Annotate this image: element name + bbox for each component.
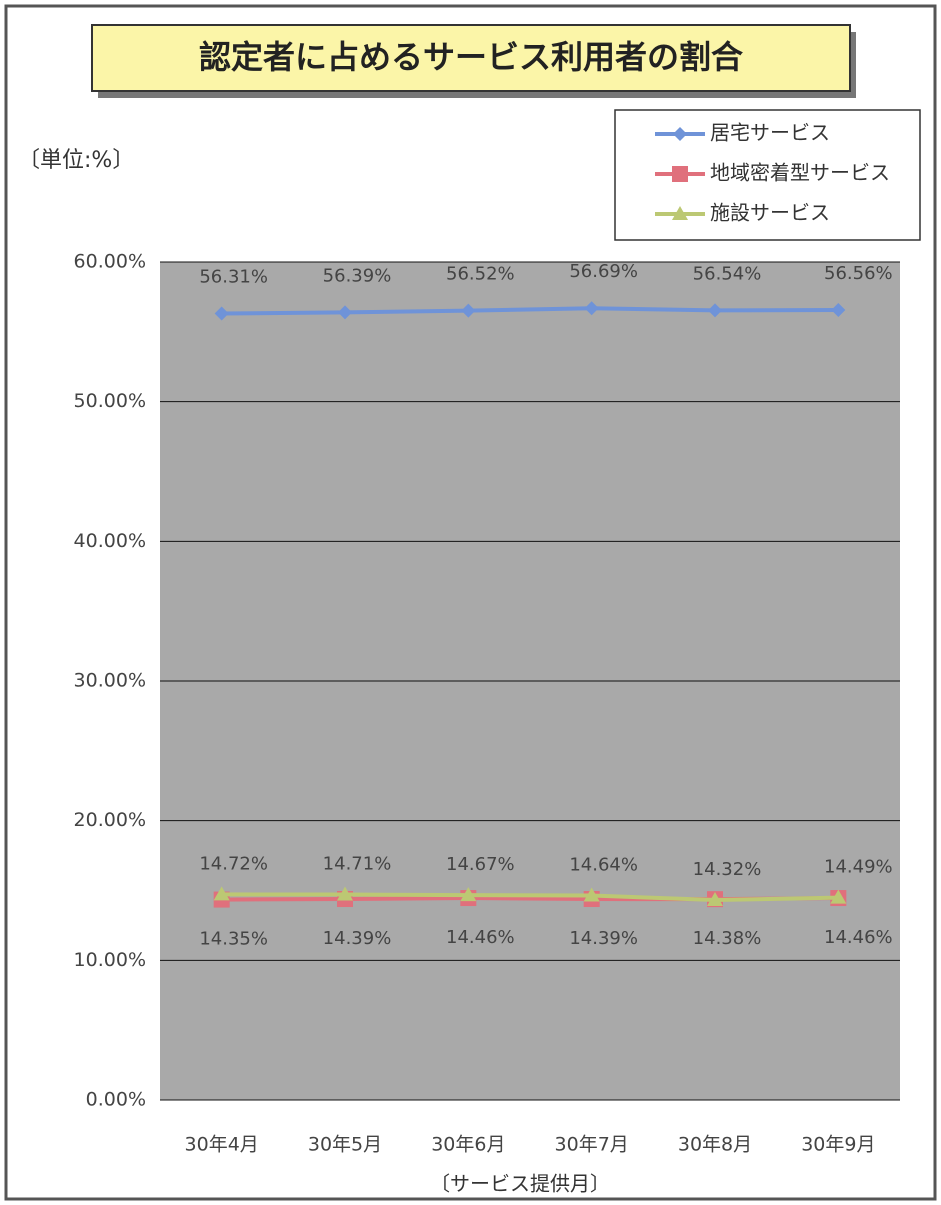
x-axis-title: 〔サービス提供月〕 [430,1172,610,1196]
title-box [91,24,851,92]
value-label: 14.72% [199,853,268,874]
marker [214,306,229,321]
value-label: 56.52% [446,264,515,285]
value-label: 14.38% [693,928,762,949]
value-label: 14.32% [693,859,762,880]
value-label: 56.56% [824,263,893,284]
marker [338,305,352,320]
series-line [221,306,839,316]
value-label: 14.46% [446,927,515,948]
legend-label: 居宅サービス [710,121,830,145]
marker [707,891,723,906]
marker [584,301,599,316]
marker [337,886,353,901]
y-tick-label: 60.00% [74,251,146,273]
marker [213,886,230,901]
value-label: 14.39% [569,928,638,949]
x-tick-label: 30年6月 [431,1134,505,1156]
marker [830,889,847,904]
marker [673,127,687,141]
y-tick-label: 30.00% [74,670,146,692]
unit-label: 〔単位:%〕 [18,148,134,173]
x-tick-label: 30年5月 [308,1134,382,1156]
value-label: 14.46% [824,927,893,948]
legend-label: 施設サービス [710,201,830,225]
legend-label: 地域密着型サービス [710,161,890,185]
value-label: 56.69% [569,261,638,282]
value-label: 56.31% [199,267,268,288]
value-label: 14.64% [569,855,638,876]
value-label: 14.67% [446,854,515,875]
x-tick-label: 30年8月 [678,1134,752,1156]
x-tick-label: 30年7月 [555,1134,629,1156]
value-label: 14.39% [323,928,392,949]
value-label: 14.71% [323,854,392,875]
value-label: 56.39% [323,265,392,286]
value-label: 14.35% [199,929,268,950]
value-label: 56.54% [693,263,762,284]
marker [708,303,722,318]
y-tick-label: 20.00% [74,809,146,831]
y-tick-label: 10.00% [74,949,146,971]
value-label: 14.49% [824,857,893,878]
marker [460,887,477,902]
chart-title: 認定者に占めるサービス利用者の割合 [199,38,743,76]
marker [583,887,600,902]
marker [672,166,688,182]
y-tick-label: 40.00% [74,530,146,552]
y-tick-label: 0.00% [86,1089,146,1111]
marker [672,206,688,220]
y-tick-label: 50.00% [74,390,146,412]
marker [461,303,476,318]
marker [831,303,846,318]
x-tick-label: 30年4月 [185,1134,259,1156]
series-line [221,892,839,902]
x-tick-label: 30年9月 [801,1134,875,1156]
